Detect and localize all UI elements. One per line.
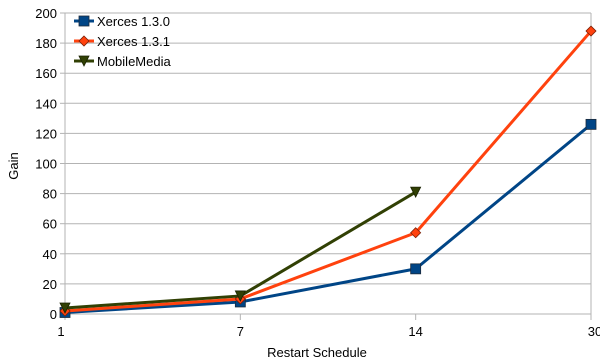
y-tick-label: 80 xyxy=(43,187,57,202)
x-tick-label: 1 xyxy=(57,324,64,339)
legend-item: Xerces 1.3.0 xyxy=(74,14,170,29)
data-point xyxy=(59,302,71,314)
axes: 0 20 40 60 80 100 120 140 160 180 200 1 7 14 30 xyxy=(35,6,600,339)
y-tick-label: 200 xyxy=(35,6,57,21)
series-2 xyxy=(59,186,422,314)
x-tick-label: 30 xyxy=(588,324,600,339)
series-layer xyxy=(59,25,597,318)
y-tick-label: 160 xyxy=(35,66,57,81)
grid xyxy=(65,12,591,315)
series-line xyxy=(63,122,593,314)
data-point xyxy=(410,227,422,239)
legend-marker xyxy=(78,55,90,67)
data-point xyxy=(585,118,597,130)
legend-item: MobileMedia xyxy=(74,54,171,69)
y-tick-label: 20 xyxy=(43,277,57,292)
data-point xyxy=(410,263,422,275)
y-tick-label: 180 xyxy=(35,36,57,51)
y-tick-label: 60 xyxy=(43,217,57,232)
legend-item: Xerces 1.3.1 xyxy=(74,34,170,49)
y-axis-title: Gain xyxy=(6,152,21,179)
x-tick-label: 7 xyxy=(237,324,244,339)
series-1 xyxy=(59,25,597,317)
y-tick-label: 140 xyxy=(35,96,57,111)
y-tick-label: 40 xyxy=(43,247,57,262)
legend-marker xyxy=(78,15,90,27)
y-tick-label: 100 xyxy=(35,157,57,172)
x-axis-title: Restart Schedule xyxy=(267,345,367,360)
data-point xyxy=(234,290,246,302)
legend-marker xyxy=(78,35,90,47)
legend-label: Xerces 1.3.0 xyxy=(97,14,170,29)
data-point xyxy=(585,25,597,37)
series-line xyxy=(63,29,593,313)
series-0 xyxy=(59,118,597,318)
y-tick-label: 0 xyxy=(50,307,57,322)
data-point xyxy=(410,186,422,198)
legend-label: MobileMedia xyxy=(97,54,171,69)
legend-label: Xerces 1.3.1 xyxy=(97,34,170,49)
x-tick-label: 14 xyxy=(408,324,422,339)
y-tick-label: 120 xyxy=(35,126,57,141)
legend: Xerces 1.3.0 Xerces 1.3.1 MobileMedia xyxy=(74,14,171,69)
